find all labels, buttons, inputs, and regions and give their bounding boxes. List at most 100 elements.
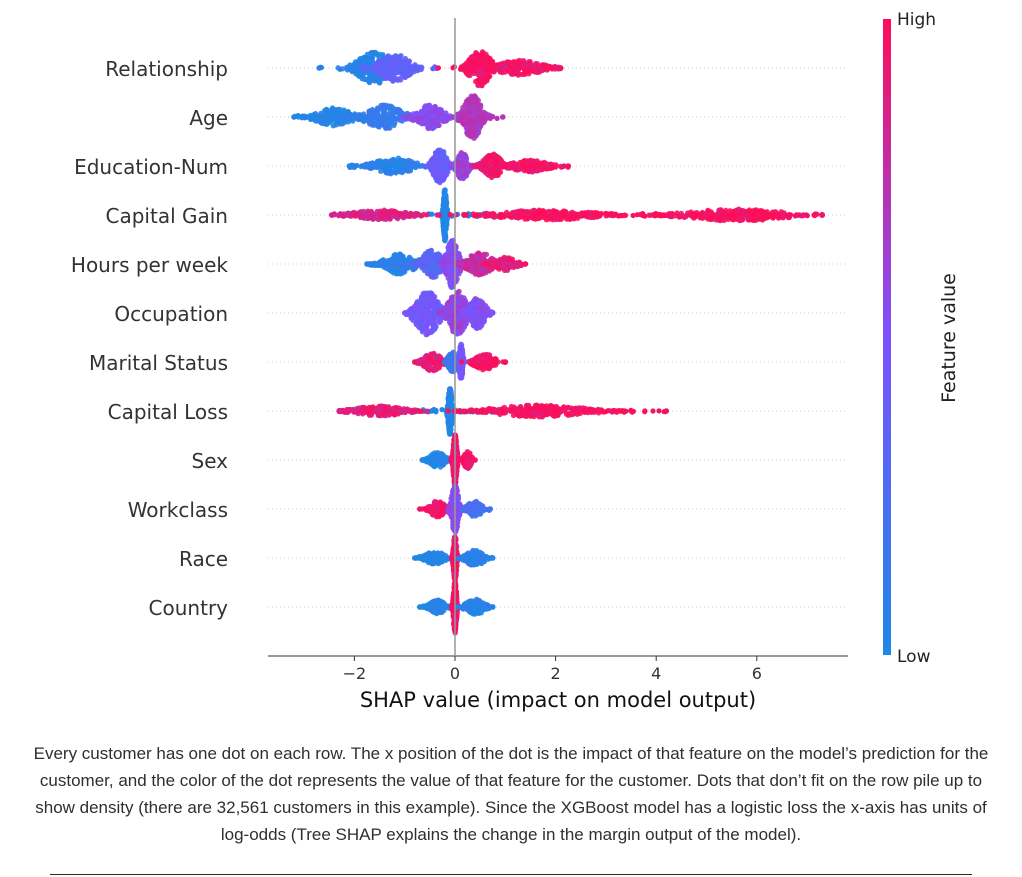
shap-dot xyxy=(517,166,523,172)
shap-dot xyxy=(416,308,422,315)
shap-dot xyxy=(385,74,391,81)
shap-dot xyxy=(481,161,488,167)
shap-dot xyxy=(558,214,564,220)
shap-dot xyxy=(429,266,436,272)
shap-dot xyxy=(447,279,453,285)
shap-dot xyxy=(360,116,366,123)
shap-dot xyxy=(771,212,777,218)
shap-dot xyxy=(379,262,385,268)
shap-dot xyxy=(461,297,467,303)
shap-dot xyxy=(459,172,465,178)
shap-dot xyxy=(433,158,439,164)
shap-dot xyxy=(472,109,479,116)
shap-dot xyxy=(461,121,467,128)
shap-dot xyxy=(497,69,503,75)
shap-dot xyxy=(399,268,405,274)
shap-dot xyxy=(441,210,447,217)
shap-dot xyxy=(395,77,401,83)
shap-dot xyxy=(549,66,555,72)
shap-dot xyxy=(474,65,480,71)
shap-dot xyxy=(419,121,425,127)
shap-dot xyxy=(339,66,346,72)
shap-dot xyxy=(383,216,389,223)
feature-dots xyxy=(401,288,496,338)
shap-dot xyxy=(415,323,422,329)
shap-dot xyxy=(521,61,528,67)
shap-dot xyxy=(519,71,525,78)
shap-dot xyxy=(336,118,342,124)
shap-dot xyxy=(792,212,799,219)
shap-dot xyxy=(765,214,771,221)
feature-dots xyxy=(346,147,571,186)
shap-dot xyxy=(424,106,430,112)
shap-dot xyxy=(483,167,489,173)
shap-dot xyxy=(435,65,441,71)
shap-dot xyxy=(435,178,441,184)
shap-dot xyxy=(499,263,505,269)
shap-dot xyxy=(490,170,496,176)
shap-dot xyxy=(424,330,431,336)
shap-dot xyxy=(446,241,453,248)
shap-dot xyxy=(444,260,450,266)
shap-dot xyxy=(438,259,444,266)
shap-dot xyxy=(553,216,559,223)
shap-dot xyxy=(522,210,528,216)
shap-dot xyxy=(406,69,413,76)
shap-dot xyxy=(431,113,437,119)
shap-dot xyxy=(366,115,372,121)
shap-dot xyxy=(361,71,367,77)
shap-dot xyxy=(471,266,477,272)
shap-dot xyxy=(426,313,433,319)
shap-dot xyxy=(291,114,297,120)
shap-dot xyxy=(382,56,388,62)
shap-dot xyxy=(407,167,413,173)
shap-dot xyxy=(440,168,446,174)
shap-dot xyxy=(380,209,386,215)
shap-dot xyxy=(814,211,820,217)
feature-label: Race xyxy=(179,547,228,571)
shap-dot xyxy=(362,76,368,82)
shap-dot xyxy=(430,320,436,327)
row-guides xyxy=(268,67,848,608)
shap-dot xyxy=(398,157,404,163)
shap-dot xyxy=(394,116,400,122)
shap-dot xyxy=(447,113,453,119)
shap-dot xyxy=(442,199,448,206)
shap-dot xyxy=(596,212,602,218)
shap-dot xyxy=(301,113,308,119)
shap-dot xyxy=(419,317,425,324)
shap-dot xyxy=(433,171,440,178)
shap-dot xyxy=(385,65,391,71)
shap-dot xyxy=(708,210,714,216)
shap-dot xyxy=(392,63,398,69)
shap-dot xyxy=(458,328,464,334)
shap-dot xyxy=(419,329,426,335)
shap-dot xyxy=(385,261,392,267)
shap-dot xyxy=(545,65,551,72)
feature-dots xyxy=(364,237,529,290)
shap-dot xyxy=(310,112,317,119)
feature-label: Education-Num xyxy=(74,155,228,179)
shap-dot xyxy=(486,64,492,70)
shap-dot xyxy=(702,211,708,217)
shap-dot xyxy=(448,307,455,314)
shap-dot xyxy=(498,62,504,69)
shap-dot xyxy=(478,120,484,127)
feature-label: Country xyxy=(149,596,229,620)
shap-dot xyxy=(456,323,462,329)
shap-dot xyxy=(668,213,674,219)
shap-dot xyxy=(503,64,509,70)
shap-dot xyxy=(734,214,741,220)
shap-dot xyxy=(427,296,433,302)
shap-dot xyxy=(451,266,457,272)
shap-dot xyxy=(461,258,468,265)
shap-dot xyxy=(462,322,468,329)
shap-dot xyxy=(376,79,383,86)
shap-dot xyxy=(385,53,391,59)
shap-dot xyxy=(472,127,479,133)
shap-dot xyxy=(483,115,489,122)
shap-dot xyxy=(472,95,479,102)
shap-dot xyxy=(396,252,402,258)
shap-dot xyxy=(364,211,371,217)
